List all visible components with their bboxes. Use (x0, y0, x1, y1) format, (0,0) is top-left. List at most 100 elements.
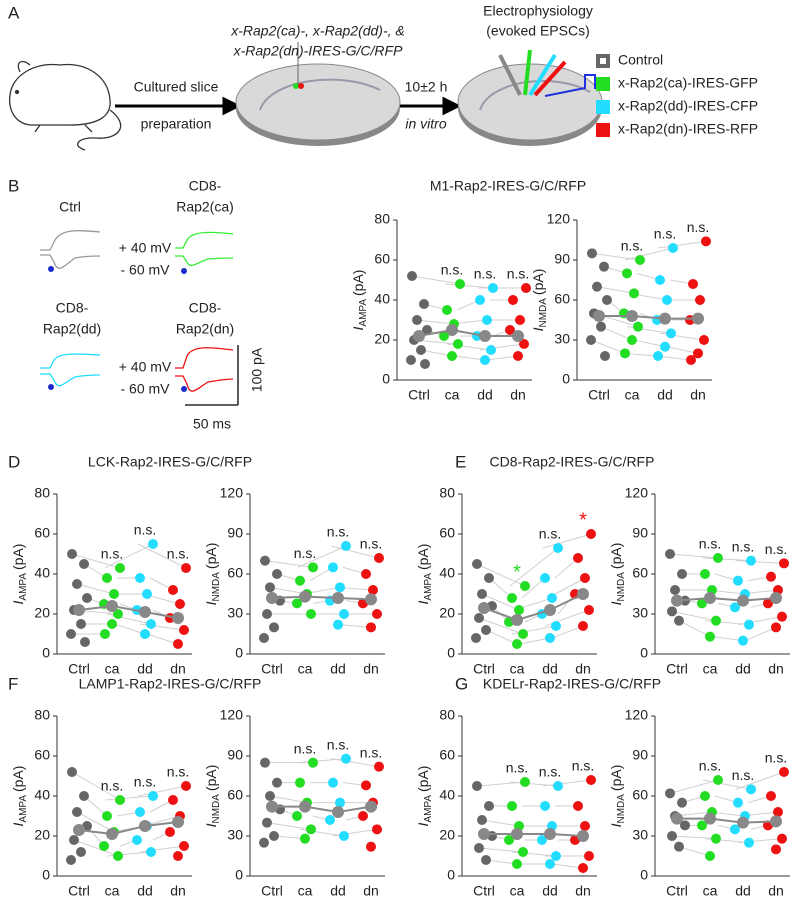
data-point (766, 571, 776, 582)
mean-point (626, 310, 638, 322)
significance-label: n.s. (167, 764, 190, 780)
mean-point (577, 830, 589, 842)
ephys-dish (457, 49, 605, 146)
x-tick-label: Ctrl (261, 661, 283, 677)
data-point (422, 325, 432, 335)
data-point (295, 777, 305, 788)
x-tick-label: dd (542, 883, 558, 899)
y-label-unit: (pA) (608, 765, 624, 791)
data-point (674, 615, 684, 626)
trace-label: CD8- (189, 178, 222, 194)
panel-label: F (8, 674, 18, 693)
y-tick-label: 40 (34, 787, 50, 803)
data-point (99, 841, 109, 851)
data-point (482, 315, 492, 325)
y-tick-label: 90 (227, 525, 243, 541)
data-point (680, 820, 690, 831)
data-point (713, 775, 723, 785)
ephys-text: Electrophysiology (483, 3, 593, 19)
y-axis-label: INMDA (pA) (530, 269, 549, 332)
x-tick-label: ca (510, 883, 525, 899)
significance-label: n.s. (327, 736, 350, 752)
trace-label: Rap2(dd) (43, 321, 101, 337)
legend-swatch (596, 77, 610, 91)
x-tick-label: dn (170, 883, 186, 899)
data-point (779, 767, 789, 777)
x-tick-label: dd (735, 661, 751, 677)
y-tick-label: 90 (632, 747, 648, 763)
pair-line (481, 819, 520, 827)
ephys-text: (evoked EPSCs) (486, 23, 589, 39)
mean-point (577, 588, 589, 600)
legend-label: x-Rap2(ca)-IRES-GFP (618, 75, 758, 91)
data-point (540, 801, 550, 811)
data-point (72, 807, 82, 817)
significance-label: * (513, 561, 521, 583)
pair-line (476, 563, 526, 587)
x-tick-label: dn (768, 661, 784, 677)
y-tick-label: 0 (42, 867, 50, 883)
mean-point (299, 800, 311, 813)
y-label-subscript: NMDA (211, 572, 222, 602)
x-tick-label: dn (690, 387, 706, 403)
data-point (372, 824, 382, 835)
y-tick-label: 0 (562, 371, 570, 387)
y-axis-label: INMDA (pA) (608, 765, 627, 828)
mean-point (511, 614, 523, 626)
mean-point (365, 593, 377, 606)
y-tick-label: 0 (42, 645, 50, 661)
mean-line (78, 821, 179, 836)
pair-line (671, 610, 717, 622)
legend-swatch (596, 123, 610, 137)
pair-line (521, 577, 546, 599)
y-label-unit: (pA) (10, 766, 26, 792)
data-point (260, 757, 270, 768)
data-point (700, 569, 710, 579)
mean-point (266, 592, 278, 604)
pair-line (485, 629, 518, 645)
data-point (670, 585, 680, 595)
x-tick-label: Ctrl (68, 883, 90, 899)
data-point (545, 633, 555, 643)
data-point (175, 599, 185, 609)
data-point (744, 837, 754, 848)
y-tick-label: 30 (227, 827, 243, 843)
data-point (374, 553, 384, 563)
pair-line (671, 835, 717, 840)
data-point (472, 781, 482, 791)
data-point (545, 859, 555, 869)
x-tick-label: dn (768, 883, 784, 899)
pair-line (269, 795, 308, 804)
data-point (372, 609, 382, 619)
y-axis-label: IAMPA (pA) (10, 544, 29, 605)
y-label-subscript: AMPA (423, 795, 434, 823)
data-point (580, 573, 590, 583)
data-point (733, 575, 743, 586)
pair-line (83, 795, 108, 817)
data-point (366, 841, 376, 852)
pair-line (330, 545, 380, 559)
data-point (779, 558, 789, 569)
data-point (586, 335, 596, 345)
y-tick-label: 120 (625, 707, 649, 723)
panel-label: E (455, 452, 466, 471)
significance-label: n.s. (732, 538, 755, 554)
pair-line (509, 547, 559, 587)
y-label-symbol: I (203, 823, 219, 827)
y-tick-label: 30 (632, 827, 648, 843)
data-point (705, 631, 715, 642)
y-tick-label: 120 (547, 211, 571, 227)
mean-point (139, 820, 151, 832)
data-point (481, 625, 491, 635)
data-point (72, 579, 82, 589)
y-tick-label: 80 (374, 211, 390, 227)
data-point (515, 315, 525, 325)
panel-title: M1-Rap2-IRES-G/C/RFP (430, 178, 586, 194)
significance-label: n.s. (441, 262, 464, 278)
data-point (677, 569, 687, 579)
data-point (79, 791, 89, 801)
data-point (486, 345, 496, 355)
panel-title: KDELr-Rap2-IRES-G/C/RFP (483, 676, 661, 692)
mean-point (266, 800, 278, 813)
mean-point (544, 604, 556, 616)
